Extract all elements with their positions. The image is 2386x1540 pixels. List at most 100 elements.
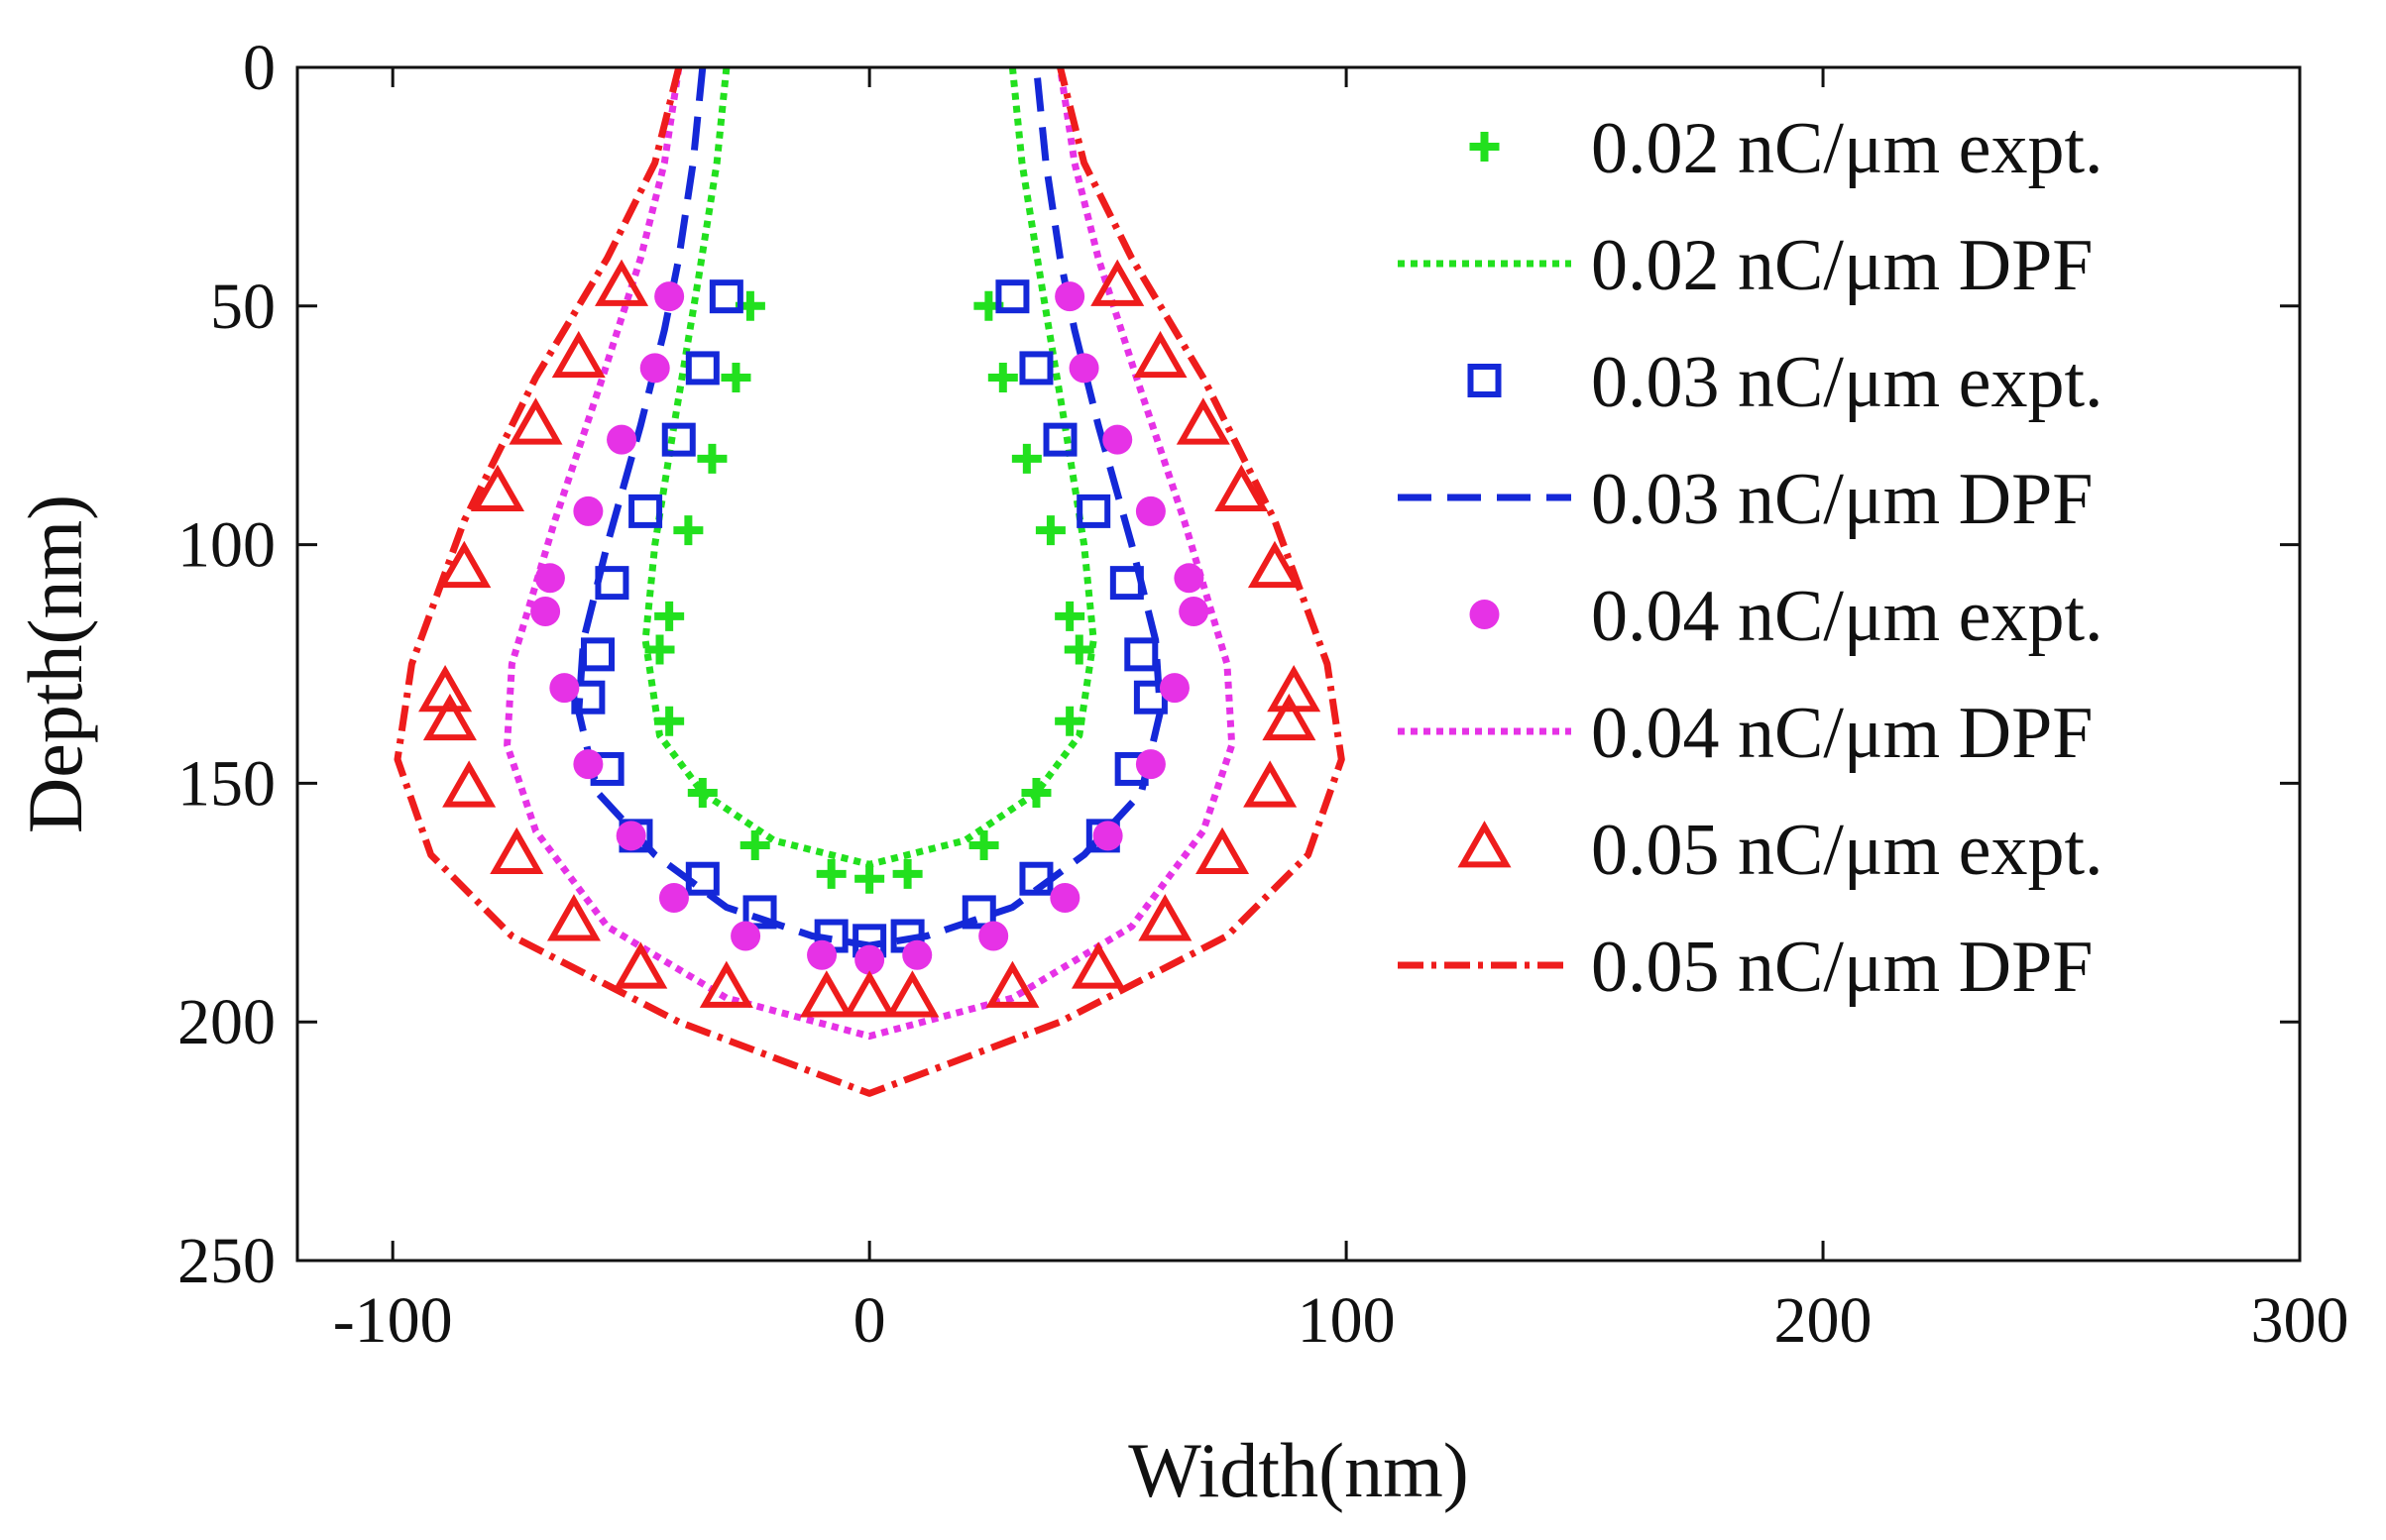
series-8 xyxy=(394,66,1345,1097)
plus-marker xyxy=(644,634,675,665)
legend-entry: 0.04 nC/μm expt. xyxy=(1469,576,2103,657)
circle-marker xyxy=(807,939,838,970)
triangle-marker xyxy=(885,970,940,1018)
triangle-marker xyxy=(1176,397,1230,445)
legend-label: 0.05 nC/μm DPF xyxy=(1591,927,2093,1008)
plus-marker xyxy=(1064,634,1094,665)
circle-marker xyxy=(854,944,885,975)
legend-entry: 0.02 nC/μm DPF xyxy=(1398,225,2093,306)
triangle-marker xyxy=(1243,760,1298,808)
x-tick-label: 0 xyxy=(853,1284,886,1357)
triangle-marker xyxy=(595,259,649,306)
circle-marker xyxy=(1135,495,1166,526)
legend-label: 0.04 nC/μm DPF xyxy=(1591,693,2093,774)
plus-marker xyxy=(654,601,685,631)
y-axis-title: Depth(nm) xyxy=(12,495,98,833)
legend-label: 0.03 nC/μm DPF xyxy=(1591,459,2093,540)
x-tick-label: 300 xyxy=(2251,1284,2349,1357)
square-marker xyxy=(1043,422,1078,457)
plus-marker xyxy=(987,363,1018,393)
legend-label: 0.03 nC/μm expt. xyxy=(1591,342,2103,423)
y-tick-label: 100 xyxy=(177,509,276,582)
series-7 xyxy=(418,259,1321,1018)
plus-marker xyxy=(697,443,728,474)
plus-marker xyxy=(739,830,770,861)
legend-entry: 0.05 nC/μm DPF xyxy=(1398,927,2093,1008)
series-line xyxy=(394,66,1345,1097)
plus-marker xyxy=(1055,601,1085,631)
legend-plus-swatch xyxy=(1469,132,1500,162)
circle-marker xyxy=(1135,749,1166,780)
triangle-marker xyxy=(490,826,544,875)
circle-marker xyxy=(1159,673,1190,704)
legend-triangle-swatch xyxy=(1457,821,1512,868)
circle-marker xyxy=(654,281,685,312)
plus-marker xyxy=(854,863,885,894)
plus-marker xyxy=(1035,515,1066,546)
legend-label: 0.02 nC/μm DPF xyxy=(1591,225,2093,306)
circle-marker xyxy=(1102,424,1133,455)
triangle-marker xyxy=(1267,664,1321,713)
plus-marker xyxy=(968,830,999,861)
legend-entry: 0.05 nC/μm expt. xyxy=(1457,810,2103,891)
circle-marker xyxy=(1174,563,1204,594)
legend: 0.02 nC/μm expt. 0.02 nC/μm DPF 0.03 nC/μm… xyxy=(1398,108,2103,1008)
circle-marker xyxy=(1092,821,1123,851)
triangle-marker xyxy=(546,894,601,941)
triangle-marker xyxy=(509,397,563,445)
triangle-marker xyxy=(1247,540,1302,589)
triangle-marker xyxy=(1133,330,1188,379)
legend-entry: 0.04 nC/μm DPF xyxy=(1398,693,2093,774)
triangle-marker xyxy=(1090,259,1145,306)
square-marker xyxy=(628,494,663,528)
plus-marker xyxy=(816,858,847,889)
circle-marker xyxy=(1069,353,1099,384)
legend-entry: 0.03 nC/μm DPF xyxy=(1398,459,2093,540)
square-marker xyxy=(1019,351,1054,385)
circle-marker xyxy=(616,821,646,851)
legend-entry: 0.02 nC/μm expt. xyxy=(1469,108,2103,189)
plot-frame xyxy=(295,65,2302,1263)
square-marker xyxy=(1077,494,1111,528)
triangle-marker xyxy=(799,970,853,1018)
x-tick-label: 200 xyxy=(1774,1284,1873,1357)
plus-marker xyxy=(721,363,751,393)
square-marker xyxy=(581,637,615,672)
legend-circle-swatch xyxy=(1469,600,1500,629)
square-marker xyxy=(742,895,777,930)
triangle-marker xyxy=(551,330,606,379)
y-tick-label: 50 xyxy=(210,271,276,343)
triangle-marker xyxy=(985,960,1040,1008)
triangle-marker xyxy=(1262,693,1316,741)
series-4 xyxy=(575,66,1164,949)
circle-marker xyxy=(607,424,637,455)
plus-marker xyxy=(892,858,923,889)
circle-marker xyxy=(658,882,689,913)
square-marker xyxy=(685,351,720,385)
y-tick-label: 250 xyxy=(177,1225,276,1297)
circle-marker xyxy=(573,495,604,526)
series-line xyxy=(504,66,1236,1041)
square-marker xyxy=(995,279,1030,314)
series-5 xyxy=(530,281,1209,975)
circle-marker xyxy=(549,673,580,704)
legend-label: 0.05 nC/μm expt. xyxy=(1591,810,2103,891)
circle-marker xyxy=(731,921,761,951)
plus-marker xyxy=(1011,443,1042,474)
square-marker xyxy=(709,279,743,314)
circle-marker xyxy=(978,921,1009,951)
square-marker xyxy=(1124,637,1159,672)
triangle-marker xyxy=(470,464,525,512)
triangle-marker xyxy=(1195,826,1250,875)
circle-marker xyxy=(639,353,670,384)
triangle-marker xyxy=(699,960,753,1008)
legend-entry: 0.03 nC/μm expt. xyxy=(1467,342,2103,423)
plus-marker xyxy=(673,515,704,546)
series-layer xyxy=(394,66,1345,1097)
triangle-marker xyxy=(614,941,668,989)
x-tick-label: 100 xyxy=(1298,1284,1396,1357)
legend-label: 0.04 nC/μm expt. xyxy=(1591,576,2103,657)
triangle-marker xyxy=(422,693,477,741)
triangle-marker xyxy=(1071,941,1126,989)
